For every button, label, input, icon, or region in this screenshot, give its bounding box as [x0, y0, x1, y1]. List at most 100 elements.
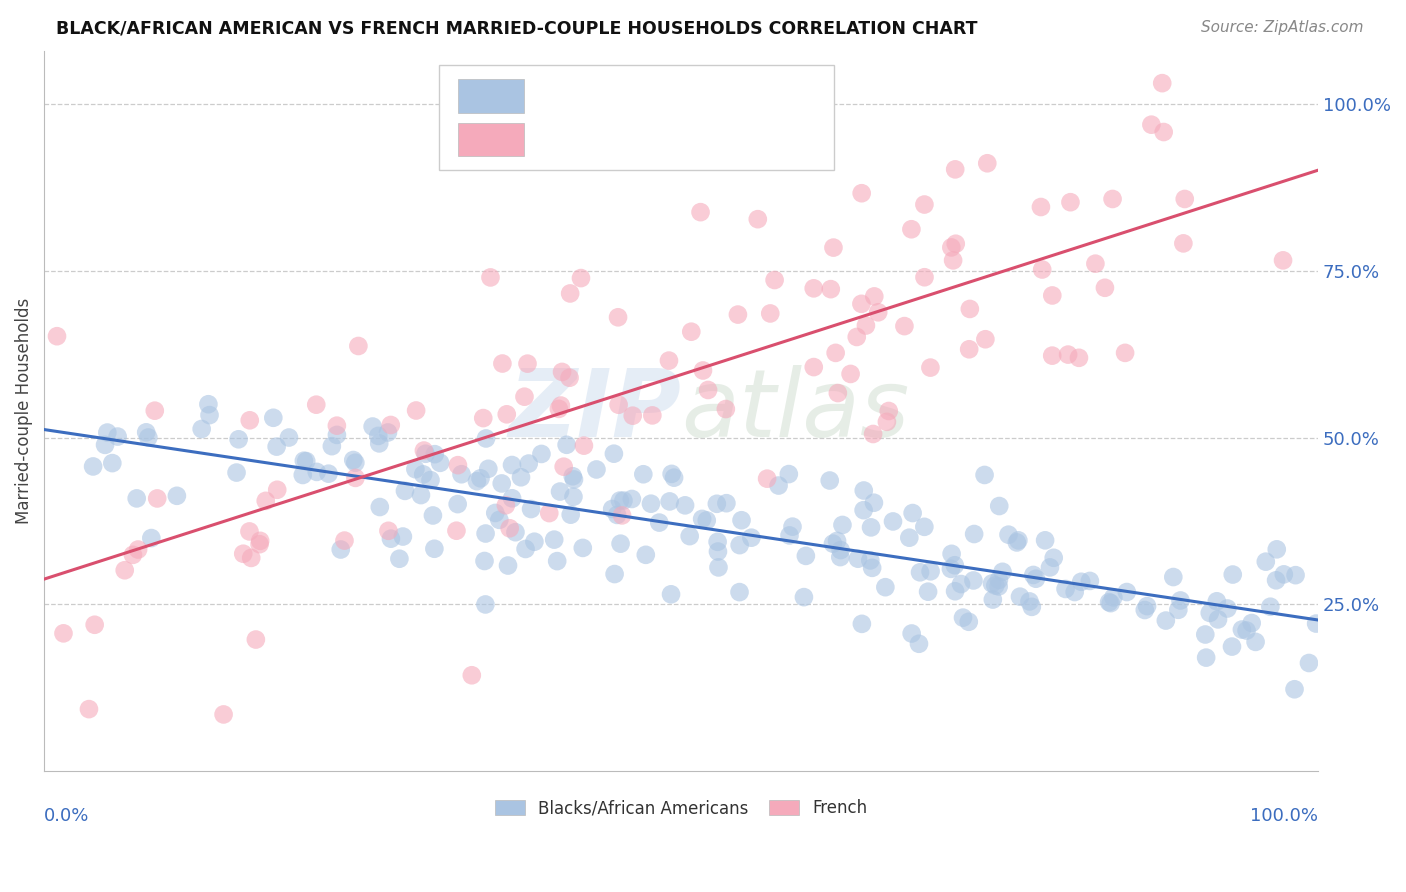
Point: [1206, 612, 1229, 626]
Point: [1195, 650, 1218, 665]
Point: [419, 473, 441, 487]
Point: [1025, 572, 1047, 586]
Point: [291, 467, 314, 482]
Point: [1153, 125, 1175, 139]
Point: [190, 422, 212, 436]
Point: [706, 497, 728, 511]
Point: [1230, 623, 1253, 637]
Point: [505, 525, 527, 540]
Point: [146, 491, 169, 506]
Point: [606, 508, 628, 522]
Point: [547, 401, 569, 416]
Point: [198, 408, 221, 422]
Point: [957, 615, 980, 629]
Point: [1078, 574, 1101, 588]
Point: [1133, 603, 1156, 617]
Point: [530, 447, 553, 461]
Point: [607, 398, 630, 412]
Point: [1298, 656, 1320, 670]
Point: [380, 417, 402, 432]
Point: [673, 499, 696, 513]
Point: [987, 573, 1010, 587]
Text: -0.929: -0.929: [579, 87, 644, 105]
Point: [377, 425, 399, 440]
Point: [342, 453, 364, 467]
Point: [538, 506, 561, 520]
Point: [610, 508, 633, 523]
Point: [882, 515, 904, 529]
Point: [945, 236, 967, 251]
Point: [662, 470, 685, 484]
Point: [1063, 585, 1085, 599]
Point: [716, 496, 738, 510]
Point: [515, 541, 537, 556]
Point: [759, 306, 782, 320]
Point: [640, 497, 662, 511]
Point: [728, 538, 751, 552]
FancyBboxPatch shape: [458, 79, 524, 112]
Point: [107, 429, 129, 443]
Point: [143, 403, 166, 417]
Point: [562, 473, 585, 487]
Point: [225, 466, 247, 480]
Point: [491, 357, 513, 371]
Point: [830, 543, 852, 558]
Point: [238, 524, 260, 539]
Point: [295, 454, 318, 468]
Point: [1216, 601, 1239, 615]
Point: [603, 567, 626, 582]
Point: [740, 531, 762, 545]
Point: [569, 271, 592, 285]
Point: [558, 370, 581, 384]
Point: [823, 241, 845, 255]
Point: [368, 500, 391, 514]
Point: [852, 503, 875, 517]
Point: [344, 471, 367, 485]
Point: [612, 493, 634, 508]
Point: [488, 513, 510, 527]
Point: [607, 310, 630, 325]
Point: [621, 409, 644, 423]
Point: [730, 513, 752, 527]
Point: [423, 447, 446, 461]
Point: [876, 415, 898, 429]
Point: [689, 205, 711, 219]
Point: [793, 590, 815, 604]
Point: [1021, 599, 1043, 614]
Point: [981, 576, 1004, 591]
Point: [212, 707, 235, 722]
Point: [266, 483, 288, 497]
Point: [818, 474, 841, 488]
Point: [851, 186, 873, 201]
Point: [943, 558, 966, 573]
Text: R =: R =: [537, 130, 582, 148]
Point: [254, 494, 277, 508]
Point: [262, 410, 284, 425]
Point: [83, 617, 105, 632]
Point: [1284, 682, 1306, 697]
Point: [318, 467, 340, 481]
Point: [470, 471, 492, 485]
Point: [914, 270, 936, 285]
Point: [779, 528, 801, 542]
Point: [551, 365, 574, 379]
Point: [868, 305, 890, 319]
Point: [1205, 594, 1227, 608]
Point: [46, 329, 69, 343]
Point: [1136, 599, 1159, 613]
Text: N =: N =: [681, 130, 716, 148]
Point: [976, 156, 998, 170]
Point: [988, 499, 1011, 513]
Text: 200: 200: [720, 87, 756, 105]
Point: [692, 363, 714, 377]
Text: 110: 110: [720, 130, 763, 148]
Point: [1163, 570, 1185, 584]
Point: [96, 425, 118, 440]
Point: [232, 547, 254, 561]
Point: [422, 508, 444, 523]
Point: [855, 318, 877, 333]
Point: [138, 430, 160, 444]
Point: [245, 632, 267, 647]
FancyBboxPatch shape: [439, 65, 834, 169]
Point: [368, 436, 391, 450]
